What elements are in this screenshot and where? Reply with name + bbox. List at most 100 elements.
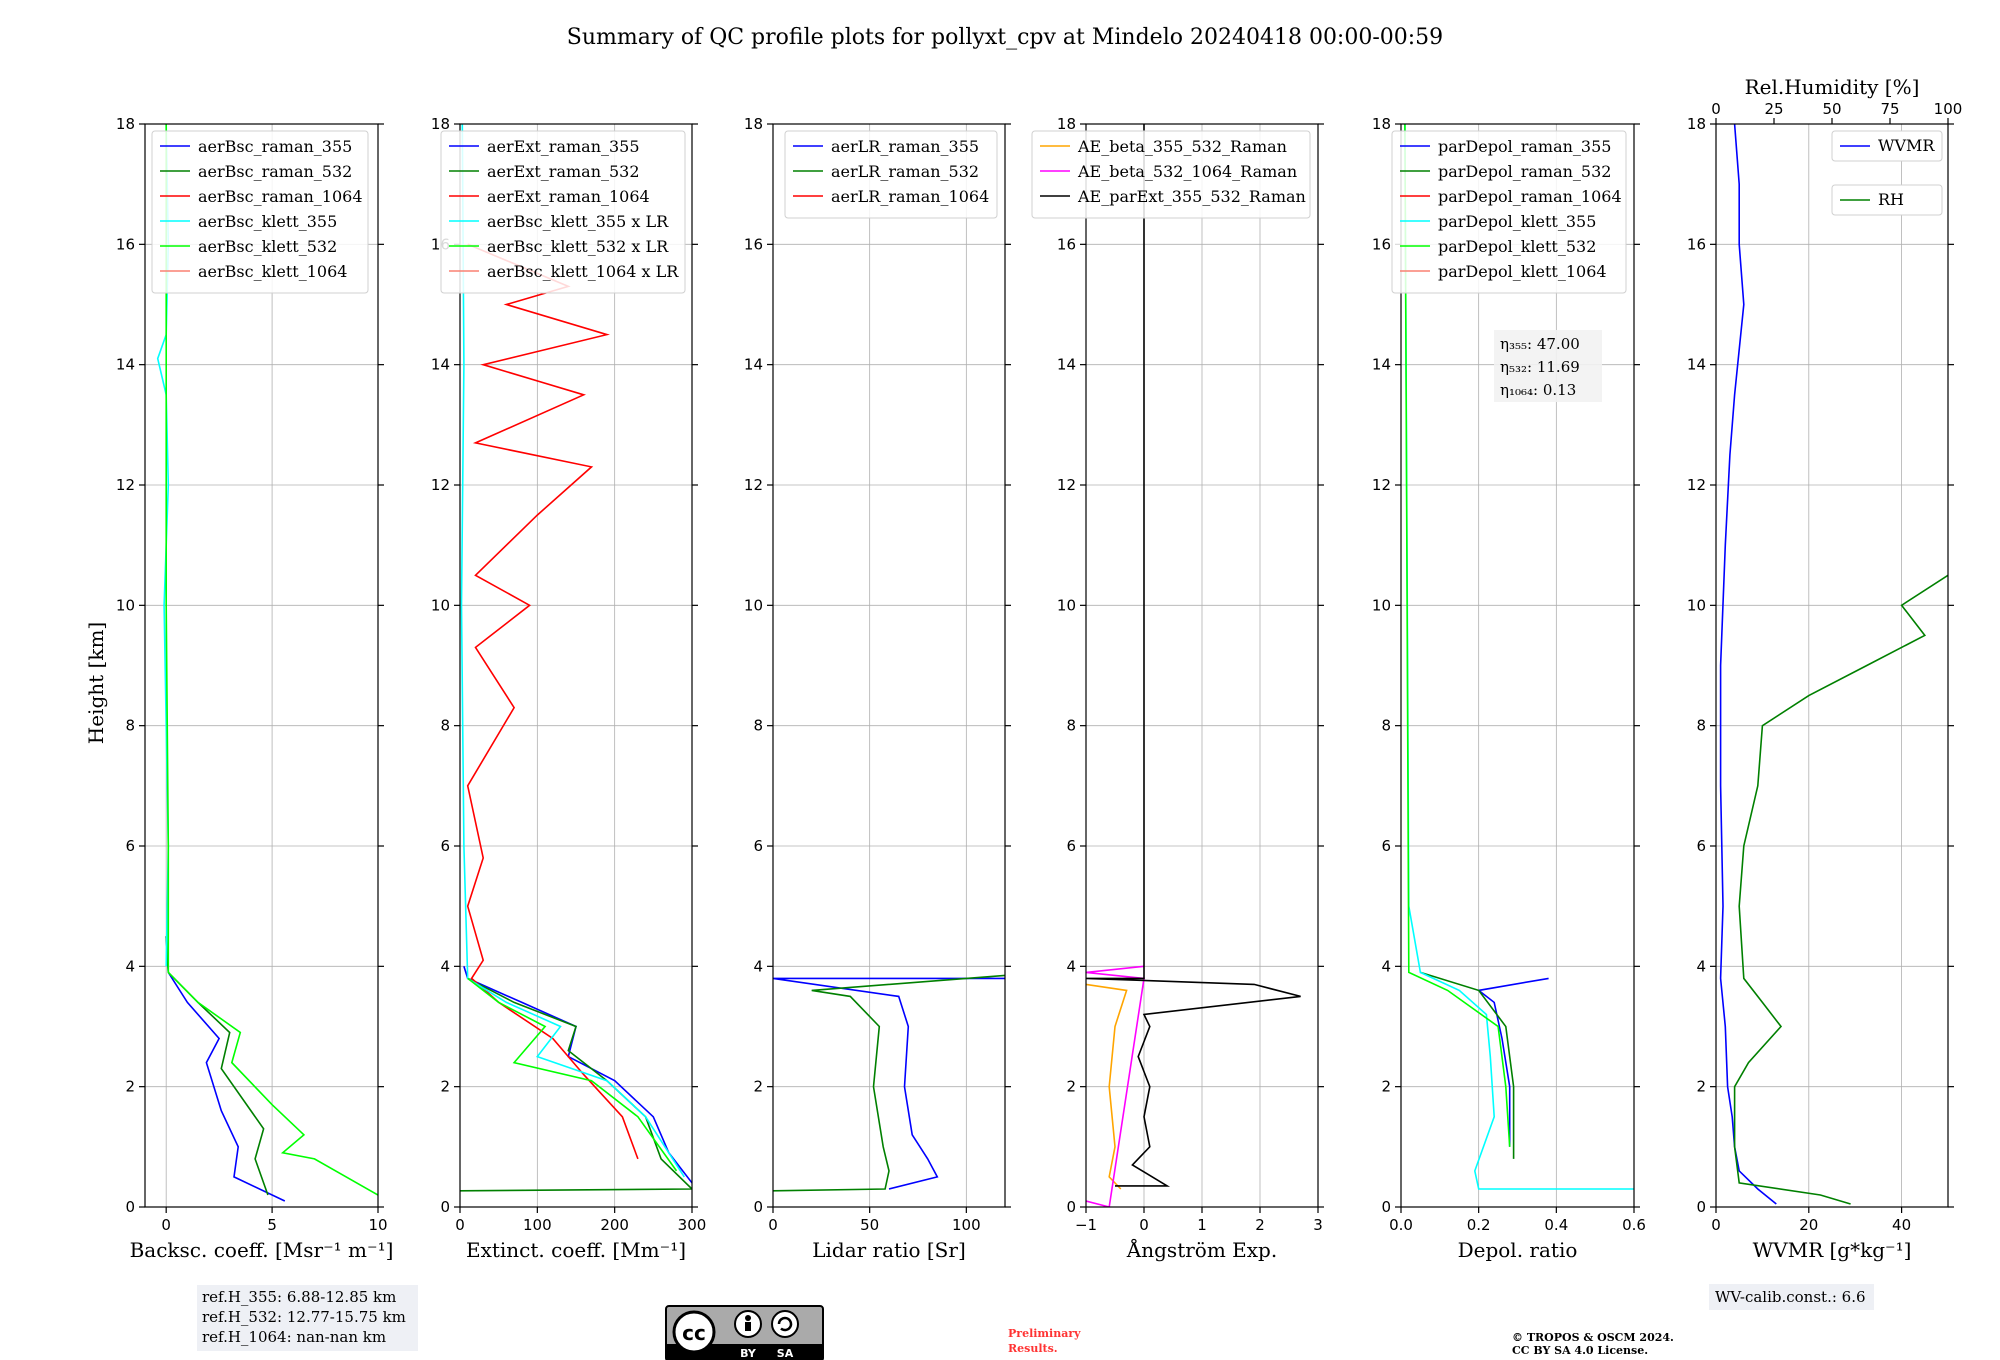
- series-line-aerLR_raman_355: [773, 977, 1005, 1190]
- y-tick-label-4: 8: [1381, 717, 1391, 735]
- x-tick-label-2: 40: [1892, 1216, 1911, 1234]
- series-line-aerExt_raman_1064: [466, 243, 639, 1160]
- y-tick-label-8: 16: [1057, 235, 1076, 253]
- top-x-tick-label-4: 100: [1934, 100, 1963, 118]
- y-tick-label-7: 14: [431, 356, 450, 374]
- y-tick-label-2: 4: [1696, 957, 1706, 975]
- y-tick-label-2: 4: [125, 957, 135, 975]
- y-tick-label-6: 12: [1372, 476, 1391, 494]
- preliminary-line-1: Preliminary: [1008, 1327, 1081, 1340]
- x-tick-label-0: 0: [455, 1216, 465, 1234]
- copyright-line-2: CC BY SA 4.0 License.: [1512, 1344, 1648, 1357]
- series-line-aerBsc_klett_355 x LR: [460, 124, 685, 1178]
- x-tick-label-0: 0.0: [1389, 1216, 1413, 1234]
- x-axis-label-wv: WVMR [g*kg⁻¹]: [1753, 1238, 1912, 1262]
- panel-lr: 0 2 4 6 8 10 12 14 16 18 0 50 100 Lidar ratio [Sr] aer…: [744, 115, 1011, 1262]
- y-tick-label-8: 16: [1687, 235, 1706, 253]
- legend-label-aerBsc_raman_355: aerBsc_raman_355: [198, 137, 352, 156]
- y-tick-label-6: 12: [116, 476, 135, 494]
- y-tick-label-2: 4: [1066, 957, 1076, 975]
- legend-label-AE_parExt_355_532_Raman: AE_parExt_355_532_Raman: [1077, 187, 1306, 206]
- y-tick-label-8: 16: [1372, 235, 1391, 253]
- panel-wv: 0 2 4 6 8 10 12 14 16 18 0 20 40 WVMR [g*kg⁻¹] 0 25 50 75…: [1687, 75, 1962, 1262]
- legend-label-RH: RH: [1878, 190, 1904, 209]
- y-tick-label-5: 10: [1372, 596, 1391, 614]
- x-axis-label-ae: Ångström Exp.: [1126, 1237, 1277, 1262]
- legend-box-WVMR: [1831, 130, 1943, 162]
- axes-frame-lr: [772, 123, 1006, 1208]
- legend-label-aerBsc_klett_1064 x LR: aerBsc_klett_1064 x LR: [487, 262, 679, 281]
- x-axis-label-lr: Lidar ratio [Sr]: [812, 1238, 966, 1262]
- y-tick-label-0: 0: [125, 1198, 135, 1216]
- y-tick-label-4: 8: [125, 717, 135, 735]
- sa-label: SA: [777, 1347, 794, 1360]
- y-tick-label-5: 10: [1687, 596, 1706, 614]
- y-tick-label-0: 0: [1066, 1198, 1076, 1216]
- preliminary-line-2: Results.: [1008, 1342, 1058, 1355]
- legend-label-parDepol_raman_532: parDepol_raman_532: [1438, 162, 1611, 181]
- series-line-parDepol_raman_532: [1420, 971, 1515, 1159]
- x-tick-label-2: 1: [1197, 1216, 1207, 1234]
- y-tick-label-9: 18: [431, 115, 450, 133]
- legend-label-parDepol_klett_355: parDepol_klett_355: [1438, 212, 1596, 231]
- top-x-axis-label: Rel.Humidity [%]: [1745, 75, 1920, 99]
- x-tick-label-2: 0.4: [1544, 1216, 1568, 1234]
- cc-license-badge: cc BY SA: [665, 1305, 824, 1360]
- y-tick-label-2: 4: [440, 957, 450, 975]
- x-axis-label-ext: Extinct. coeff. [Mm⁻¹]: [466, 1238, 686, 1262]
- legend-box-RH: [1831, 184, 1943, 216]
- eta-annotation-box: [1494, 330, 1602, 402]
- legend-label-parDepol_klett_1064: parDepol_klett_1064: [1438, 262, 1607, 281]
- x-tick-label-3: 2: [1255, 1216, 1265, 1234]
- ref-height-355: ref.H_355: 6.88-12.85 km: [202, 1288, 396, 1306]
- y-tick-label-0: 0: [1696, 1198, 1706, 1216]
- by-label: BY: [740, 1347, 757, 1360]
- top-x-tick-label-0: 0: [1711, 100, 1721, 118]
- series-line-RH: [1733, 574, 1948, 1205]
- legend-ae: [1031, 130, 1311, 219]
- series-line-aerBsc_raman_355: [165, 936, 286, 1202]
- legend-label-aerBsc_klett_355 x LR: aerBsc_klett_355 x LR: [487, 212, 669, 231]
- ref-height-box: ref.H_355: 6.88-12.85 km ref.H_532: 12.7…: [197, 1285, 418, 1351]
- y-tick-label-9: 18: [744, 115, 763, 133]
- y-tick-label-3: 6: [1696, 837, 1706, 855]
- x-tick-label-1: 0.2: [1467, 1216, 1491, 1234]
- y-tick-label-3: 6: [440, 837, 450, 855]
- x-tick-label-2: 100: [952, 1216, 981, 1234]
- eta-annotation-2: η₁₀₆₄: 0.13: [1500, 381, 1576, 399]
- top-x-tick-label-2: 50: [1822, 100, 1841, 118]
- legend-label-WVMR: WVMR: [1878, 136, 1935, 155]
- x-tick-label-2: 10: [368, 1216, 387, 1234]
- x-tick-label-3: 300: [678, 1216, 707, 1234]
- y-tick-label-9: 18: [1057, 115, 1076, 133]
- y-tick-label-3: 6: [125, 837, 135, 855]
- y-tick-label-1: 2: [1066, 1078, 1076, 1096]
- legend-label-aerBsc_klett_532: aerBsc_klett_532: [198, 237, 337, 256]
- legend-label-aerBsc_klett_355: aerBsc_klett_355: [198, 212, 337, 231]
- y-tick-label-4: 8: [753, 717, 763, 735]
- y-tick-label-1: 2: [125, 1078, 135, 1096]
- x-tick-label-0: 0: [1711, 1216, 1721, 1234]
- legend-bsc: [151, 130, 369, 294]
- y-tick-label-3: 6: [753, 837, 763, 855]
- x-tick-label-1: 100: [523, 1216, 552, 1234]
- y-tick-label-3: 6: [1066, 837, 1076, 855]
- y-tick-label-0: 0: [1381, 1198, 1391, 1216]
- eta-annotation-0: η₃₅₅: 47.00: [1500, 335, 1580, 353]
- series-line-aerLR_raman_532: [773, 974, 1005, 1192]
- axes-frame-depol: [1400, 123, 1635, 1208]
- eta-annotation-1: η₅₃₂: 11.69: [1500, 358, 1580, 376]
- y-tick-label-9: 18: [1687, 115, 1706, 133]
- top-x-tick-label-1: 25: [1764, 100, 1783, 118]
- sa-sharealike-icon: [771, 1310, 799, 1338]
- y-tick-label-1: 2: [440, 1078, 450, 1096]
- y-tick-label-6: 12: [744, 476, 763, 494]
- y-tick-label-8: 16: [116, 235, 135, 253]
- legend-label-aerLR_raman_1064: aerLR_raman_1064: [831, 187, 989, 206]
- y-tick-label-9: 18: [116, 115, 135, 133]
- series-line-aerBsc_klett_532 x LR: [467, 977, 678, 1172]
- top-x-tick-label-3: 75: [1880, 100, 1899, 118]
